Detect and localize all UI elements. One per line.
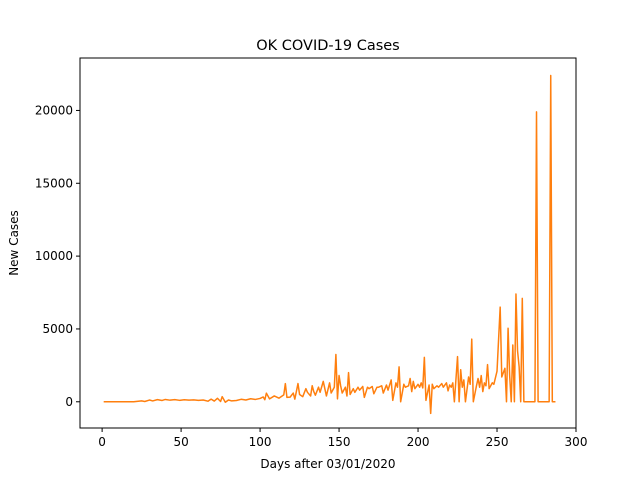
y-axis-label: New Cases bbox=[7, 210, 21, 276]
x-axis-ticks: 0 50 100 150 200 250 300 bbox=[98, 428, 587, 449]
y-axis-ticks: 0 5000 10000 15000 20000 bbox=[35, 103, 80, 409]
x-tick-label: 0 bbox=[98, 435, 106, 449]
x-tick-label: 100 bbox=[249, 435, 272, 449]
series-line bbox=[103, 74, 556, 415]
y-tick-label: 10000 bbox=[35, 249, 73, 263]
y-tick-label: 5000 bbox=[42, 322, 73, 336]
x-tick-label: 150 bbox=[328, 435, 351, 449]
y-tick-label: 0 bbox=[65, 395, 73, 409]
chart-title: OK COVID-19 Cases bbox=[256, 38, 400, 54]
x-tick-label: 300 bbox=[565, 435, 588, 449]
y-tick-label: 15000 bbox=[35, 176, 73, 190]
plot-frame bbox=[79, 57, 577, 429]
x-tick-label: 200 bbox=[407, 435, 430, 449]
x-axis-label: Days after 03/01/2020 bbox=[260, 457, 395, 471]
series-layer bbox=[103, 74, 556, 415]
y-tick-label: 20000 bbox=[35, 103, 73, 117]
x-tick-label: 250 bbox=[486, 435, 509, 449]
x-tick-label: 50 bbox=[173, 435, 188, 449]
